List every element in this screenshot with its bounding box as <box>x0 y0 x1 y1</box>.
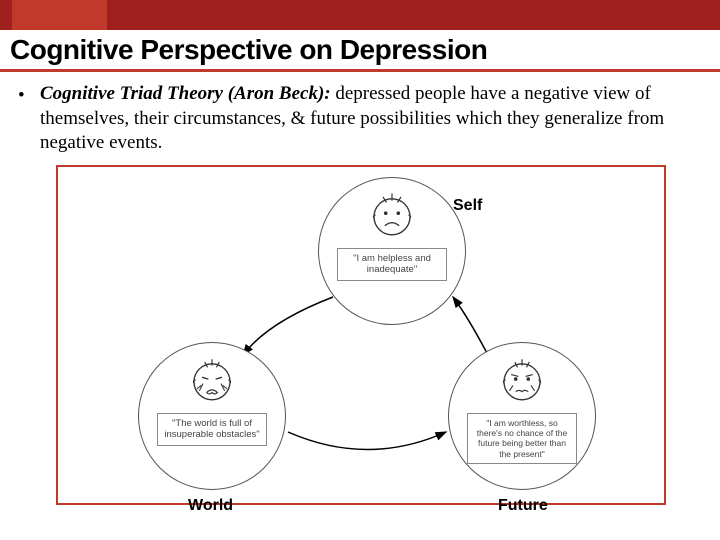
header-bar <box>0 0 720 30</box>
crying-face-icon <box>185 353 239 407</box>
header-accent-block <box>12 0 107 30</box>
label-future: Future <box>498 497 548 515</box>
edge-world-future <box>288 432 446 450</box>
bullet-lead: Cognitive Triad Theory (Aron Beck): <box>40 83 331 104</box>
bullet-item: • Cognitive Triad Theory (Aron Beck): de… <box>18 82 702 156</box>
bullet-text: Cognitive Triad Theory (Aron Beck): depr… <box>40 82 702 156</box>
caption-future: "I am worthless, so there's no chance of… <box>467 413 577 464</box>
node-future: "I am worthless, so there's no chance of… <box>448 342 596 490</box>
caption-world: "The world is full of insuperable obstac… <box>157 413 267 446</box>
title-underline <box>0 69 720 72</box>
node-self: "I am helpless and inadequate" <box>318 177 466 325</box>
node-world: "The world is full of insuperable obstac… <box>138 342 286 490</box>
label-self: Self <box>453 197 482 215</box>
triad-diagram: "I am helpless and inadequate" Self "The… <box>56 165 666 505</box>
caption-self: "I am helpless and inadequate" <box>337 248 447 281</box>
page-title: Cognitive Perspective on Depression <box>10 34 487 66</box>
edge-future-self <box>453 297 488 355</box>
bullet-marker: • <box>18 84 25 109</box>
sad-face-icon <box>365 188 419 242</box>
label-world: World <box>188 497 233 515</box>
edge-self-world <box>243 297 333 355</box>
worried-face-icon <box>495 353 549 407</box>
